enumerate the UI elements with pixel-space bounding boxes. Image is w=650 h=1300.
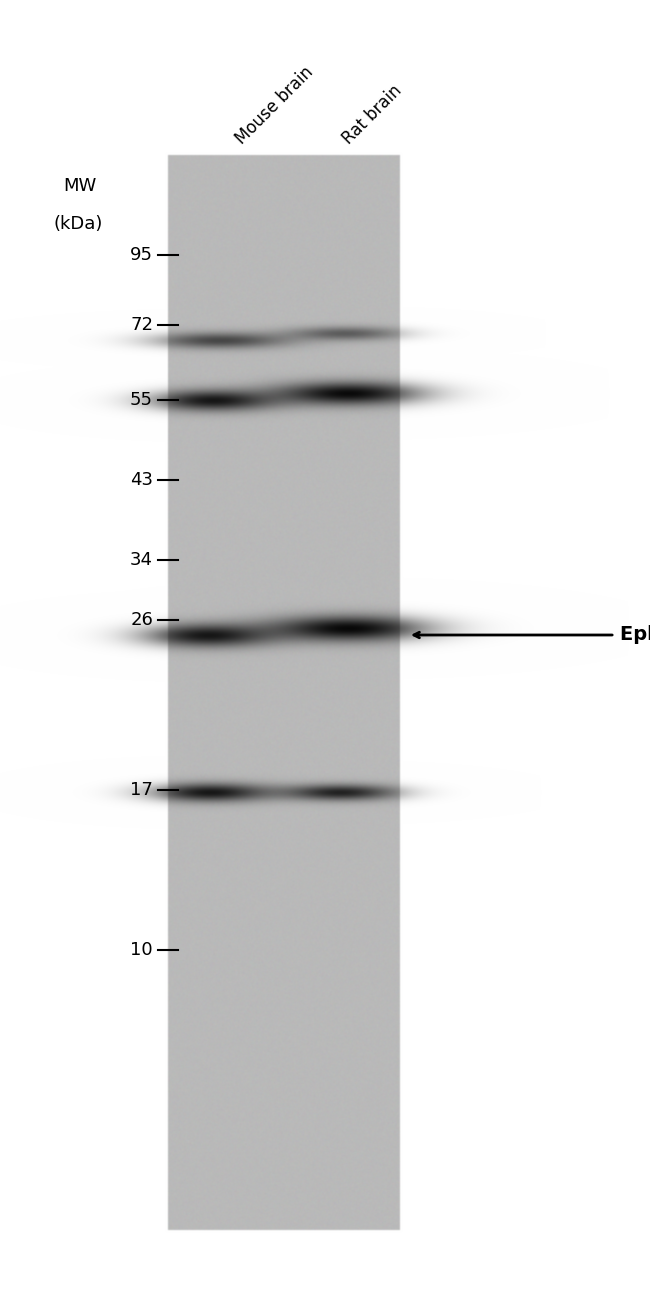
Text: 17: 17 <box>130 781 153 800</box>
Text: 10: 10 <box>131 941 153 959</box>
Text: 95: 95 <box>130 246 153 264</box>
Text: Rat brain: Rat brain <box>339 82 406 148</box>
Text: (kDa): (kDa) <box>53 214 103 233</box>
Text: 34: 34 <box>130 551 153 569</box>
Text: 55: 55 <box>130 391 153 410</box>
Text: 26: 26 <box>130 611 153 629</box>
Text: Ephrin A2: Ephrin A2 <box>620 625 650 645</box>
Text: MW: MW <box>64 177 97 195</box>
Text: 72: 72 <box>130 316 153 334</box>
Text: 43: 43 <box>130 471 153 489</box>
Text: Mouse brain: Mouse brain <box>232 64 317 148</box>
